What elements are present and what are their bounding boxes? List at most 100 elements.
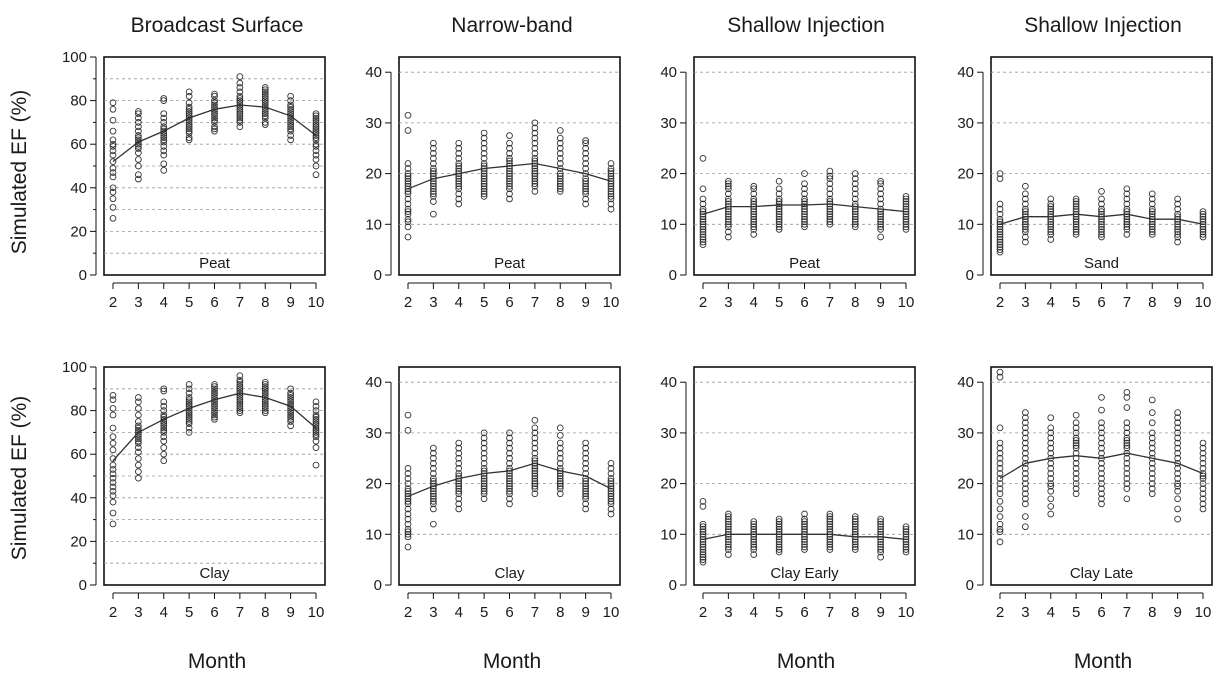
column-title-1: Broadcast Surface	[131, 14, 304, 37]
data-point	[160, 97, 168, 104]
data-point	[1022, 238, 1029, 246]
x-tick-label: 7	[826, 604, 834, 621]
data-point	[1072, 434, 1080, 442]
data-point	[430, 170, 437, 177]
data-point	[902, 548, 910, 556]
data-point	[312, 125, 320, 133]
data-point	[1022, 414, 1029, 422]
data-point	[109, 509, 117, 517]
data-point	[877, 223, 884, 231]
x-tick-label: 10	[1195, 604, 1212, 621]
data-point	[185, 125, 193, 133]
data-point	[996, 444, 1004, 452]
data-point	[801, 208, 808, 215]
data-point	[455, 505, 463, 513]
data-point	[851, 538, 859, 546]
data-point	[480, 155, 488, 162]
data-point	[430, 198, 437, 205]
data-point	[211, 119, 218, 126]
y-tick-label: 30	[660, 115, 677, 132]
data-point	[1174, 487, 1181, 495]
data-point	[607, 510, 615, 518]
x-tick-label: 3	[429, 604, 437, 621]
data-point	[287, 418, 294, 425]
data-point	[801, 523, 808, 531]
data-point	[287, 389, 294, 397]
x-tick-label: 2	[109, 604, 117, 621]
data-point	[1022, 190, 1029, 198]
data-point	[109, 99, 117, 107]
data-point	[801, 541, 808, 548]
data-point	[725, 546, 732, 553]
data-point	[109, 433, 117, 441]
x-tick-label: 6	[210, 604, 218, 621]
data-point	[1072, 444, 1080, 452]
data-point	[211, 387, 218, 395]
data-point	[1123, 205, 1131, 213]
data-point	[211, 415, 218, 423]
data-point	[211, 123, 218, 131]
data-point	[135, 448, 142, 456]
data-point	[430, 454, 437, 462]
data-point	[455, 482, 463, 490]
panel-label: Sand	[1084, 255, 1119, 272]
data-point	[261, 385, 269, 393]
data-point	[699, 546, 707, 553]
data-point	[160, 429, 168, 436]
data-point	[312, 114, 320, 122]
data-point	[1098, 424, 1105, 432]
data-point	[877, 220, 884, 228]
data-point	[582, 505, 589, 513]
data-point	[455, 162, 463, 170]
data-point	[775, 210, 783, 218]
data-point	[506, 482, 513, 490]
data-point	[750, 538, 758, 546]
mean-line	[112, 104, 317, 163]
data-point	[109, 188, 117, 196]
data-point	[801, 203, 808, 210]
data-point	[261, 381, 269, 388]
y-tick-label: 30	[957, 425, 974, 442]
data-point	[1199, 490, 1207, 498]
data-point	[725, 543, 732, 551]
data-point	[1072, 437, 1080, 444]
data-point	[1047, 495, 1055, 503]
data-point	[211, 391, 218, 399]
data-point	[1072, 419, 1080, 427]
data-point	[775, 523, 783, 531]
data-point	[1098, 485, 1105, 493]
data-point	[287, 409, 294, 417]
data-point	[556, 180, 564, 188]
data-point	[531, 165, 539, 172]
data-point	[236, 400, 244, 408]
data-point	[211, 92, 218, 100]
data-point	[775, 541, 783, 548]
data-point	[109, 173, 117, 181]
mean-line	[407, 162, 612, 190]
data-point	[902, 528, 910, 536]
data-point	[996, 175, 1004, 183]
data-point	[236, 95, 244, 102]
data-point	[404, 475, 412, 482]
y-tick-label: 20	[365, 166, 382, 183]
data-point	[607, 200, 615, 208]
data-point	[1022, 439, 1029, 447]
data-point	[1174, 429, 1181, 437]
data-point	[826, 185, 834, 193]
data-point	[801, 210, 808, 218]
data-point	[261, 391, 269, 399]
data-point	[1199, 215, 1207, 223]
data-point	[236, 394, 244, 401]
mean-line	[999, 213, 1204, 225]
data-point	[556, 454, 564, 462]
data-point	[1022, 182, 1029, 190]
data-point	[750, 208, 758, 215]
data-point	[775, 548, 783, 556]
data-point	[1022, 495, 1029, 503]
data-point	[826, 525, 834, 533]
data-point	[261, 114, 269, 122]
data-point	[261, 99, 269, 107]
x-tick-label: 9	[876, 604, 884, 621]
x-tick-label: 7	[531, 294, 539, 311]
data-point	[109, 214, 117, 222]
